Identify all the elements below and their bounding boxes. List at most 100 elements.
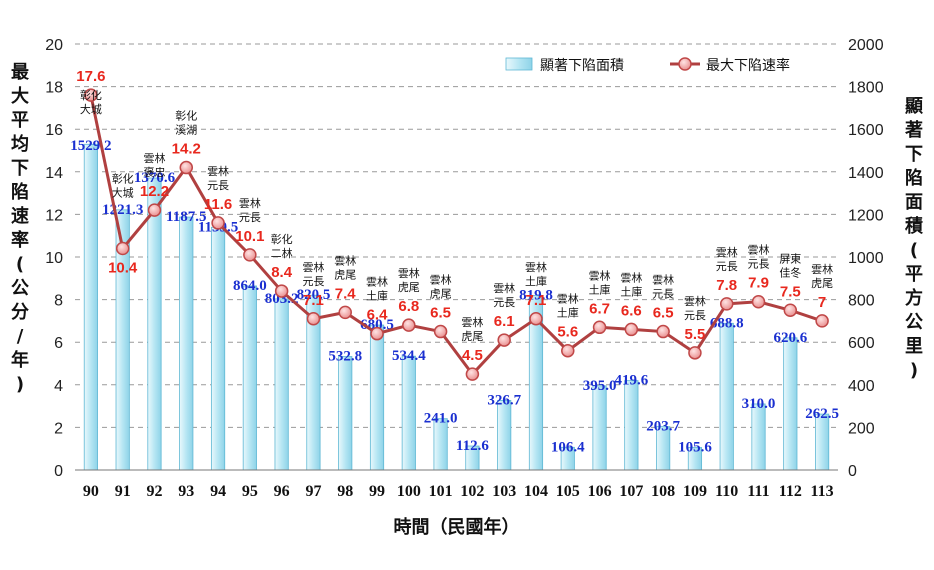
area-bar: [242, 285, 257, 471]
rate-point: [465, 367, 480, 381]
rate-point: [656, 324, 670, 339]
area-value-label: 1187.5: [166, 209, 206, 225]
rate-value-label: 10.1: [235, 228, 264, 245]
rate-point: [370, 326, 384, 341]
legend-bar-swatch: [505, 57, 533, 71]
location-label: 雲林: [589, 268, 611, 282]
x-tick-label: 103: [492, 483, 516, 500]
location-label: 雲林: [430, 273, 452, 287]
y-right-tick-label: 1600: [848, 122, 884, 139]
x-tick-label: 96: [274, 483, 290, 500]
y-right-title-char: 下: [905, 144, 923, 165]
x-tick-label: 111: [747, 483, 769, 500]
area-bar: [179, 216, 194, 471]
location-label: 大城: [112, 185, 134, 199]
location-label: 土庫: [525, 274, 547, 288]
rate-point: [783, 303, 798, 317]
area-value-label: 419.6: [614, 373, 648, 389]
rate-value-label: 17.6: [76, 68, 105, 85]
location-label: 元長: [207, 179, 229, 192]
y-right-tick-label: 1800: [848, 80, 884, 97]
location-label: 雲林: [684, 294, 706, 308]
area-bar: [624, 380, 639, 471]
location-label: 大城: [80, 102, 102, 116]
location-label: 雲林: [716, 245, 738, 259]
y-left-title-char: 率: [11, 229, 29, 251]
rate-value-label: 6.1: [494, 313, 515, 330]
y-right-title-char: 里: [905, 336, 923, 357]
location-label: 土庫: [589, 282, 611, 296]
rate-value-label: 6.8: [398, 298, 419, 315]
area-value-label: 310.0: [742, 396, 776, 412]
y-right-tick-label: 400: [848, 378, 875, 395]
legend-line-label: 最大下陷速率: [706, 57, 790, 74]
rate-value-label: 4.5: [462, 347, 483, 364]
location-label: 元長: [302, 275, 324, 288]
area-value-label: 105.6: [678, 440, 712, 456]
area-bar: [83, 143, 98, 471]
location-label: 雲林: [398, 266, 420, 280]
y-right-title-char: 平: [905, 264, 923, 285]
rate-point: [497, 333, 511, 347]
rate-value-label: 6.5: [653, 305, 674, 322]
rate-point: [624, 322, 639, 337]
x-tick-label: 108: [651, 483, 675, 500]
x-tick-label: 113: [811, 483, 834, 500]
x-tick-label: 93: [178, 483, 194, 500]
rate-value-label: 6.6: [621, 302, 642, 319]
location-label: 彰化: [271, 232, 293, 246]
location-label: 彰化: [80, 88, 102, 102]
y-right-tick-label: 1400: [848, 165, 884, 182]
location-label: 雲林: [366, 275, 388, 289]
location-label: 土庫: [620, 284, 642, 298]
rate-point: [561, 343, 575, 358]
area-bar: [592, 385, 607, 471]
y-left-title-char: 大: [11, 85, 29, 107]
location-label: 土庫: [366, 289, 388, 303]
y-left-title-char: (: [16, 254, 24, 275]
y-right-tick-label: 1200: [848, 207, 884, 224]
rate-value-label: 7.9: [748, 275, 769, 292]
area-bar: [369, 324, 385, 471]
location-label: 屏東: [779, 252, 801, 265]
y-right-title-char: 面: [905, 192, 923, 213]
x-tick-label: 110: [715, 483, 738, 500]
y-left-tick-label: 18: [45, 80, 63, 97]
y-left-tick-label: 0: [54, 463, 63, 480]
location-label: 元長: [652, 288, 674, 301]
location-label: 彰化: [175, 109, 197, 123]
area-value-label: 1529.2: [70, 138, 111, 154]
location-label: 虎尾: [334, 268, 356, 281]
y-left-title-char: /: [17, 326, 24, 347]
rate-value-label: 8.4: [271, 264, 293, 281]
y-right-title-char: 著: [904, 119, 923, 141]
legend-line-marker: [678, 57, 692, 71]
rate-value-label: 14.2: [172, 141, 201, 158]
x-tick-label: 94: [210, 483, 226, 500]
location-label: 雲林: [334, 253, 356, 267]
location-label: 雲林: [620, 270, 642, 284]
rate-point: [433, 324, 448, 339]
location-label: 土庫: [557, 306, 579, 320]
area-value-label: 395.0: [583, 378, 617, 394]
location-label: 雲林: [302, 260, 324, 274]
rate-line: [89, 94, 823, 377]
rate-value-label: 7.1: [303, 292, 324, 309]
rate-point: [592, 320, 607, 335]
area-bar: [147, 177, 162, 471]
y-left-tick-label: 2: [54, 420, 63, 437]
legend-bar-label: 顯著下陷面積: [540, 58, 624, 74]
rate-value-label: 7.8: [716, 277, 737, 294]
location-label: 雲林: [143, 151, 165, 165]
location-label: 彰化: [112, 171, 134, 185]
area-value-label: 262.5: [805, 406, 839, 422]
rate-point: [719, 297, 734, 311]
rate-point: [306, 312, 321, 326]
y-left-title-char: ): [16, 374, 24, 395]
y-right-title-char: 公: [905, 312, 923, 333]
location-label: 雲林: [461, 315, 483, 329]
y-right-tick-label: 1000: [848, 250, 884, 267]
rate-value-label: 6.5: [430, 305, 451, 322]
rate-point: [211, 216, 225, 230]
location-label: 佳冬: [779, 265, 801, 279]
